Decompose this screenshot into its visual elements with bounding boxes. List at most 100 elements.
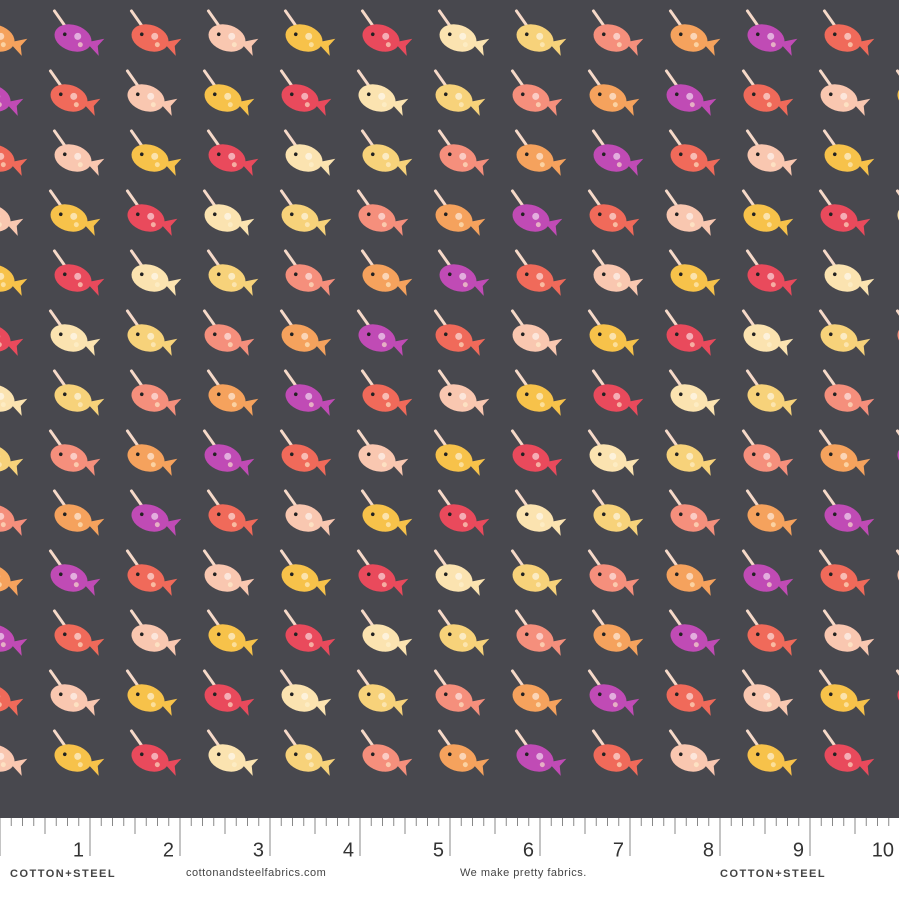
narwhal-horn: [822, 369, 838, 389]
narwhal-spot: [539, 162, 545, 168]
narwhal-spot: [536, 32, 544, 40]
narwhal: [591, 609, 644, 656]
narwhal-eye: [289, 452, 294, 457]
narwhal-eye: [135, 212, 140, 217]
narwhal-eye: [62, 152, 67, 157]
narwhal-spot: [154, 162, 160, 168]
narwhal-horn: [514, 369, 530, 389]
narwhal-spot: [0, 702, 2, 708]
narwhal-eye: [755, 512, 760, 517]
narwhal-eye: [366, 692, 371, 697]
narwhal-eye: [443, 452, 448, 457]
narwhal-horn: [818, 669, 834, 689]
narwhal: [745, 609, 798, 656]
narwhal-spot: [766, 342, 772, 348]
narwhal-eye: [62, 512, 67, 517]
narwhal-horn: [741, 69, 757, 89]
narwhal-spot: [0, 762, 6, 768]
narwhal-spot: [382, 32, 390, 40]
narwhal-spot: [305, 752, 313, 760]
narwhal: [741, 669, 794, 716]
narwhal-spot: [532, 692, 540, 700]
narwhal-eye: [443, 692, 448, 697]
narwhal: [283, 9, 336, 56]
narwhal-spot: [382, 632, 390, 640]
narwhal-spot: [690, 632, 698, 640]
narwhal-spot: [455, 92, 463, 100]
narwhal-eye: [832, 512, 837, 517]
narwhal-spot: [381, 462, 387, 468]
narwhal: [741, 429, 794, 476]
narwhal-horn: [433, 669, 449, 689]
narwhal-spot: [378, 572, 386, 580]
narwhal-eye: [674, 332, 679, 337]
narwhal-eye: [597, 452, 602, 457]
narwhal-eye: [58, 692, 63, 697]
narwhal-eye: [520, 212, 525, 217]
narwhal-horn: [283, 729, 299, 749]
narwhal-eye: [366, 452, 371, 457]
narwhal-eye: [135, 92, 140, 97]
narwhal-spot: [609, 572, 617, 580]
narwhal-eye: [597, 572, 602, 577]
narwhal-spot: [150, 222, 156, 228]
narwhal-spot: [763, 572, 771, 580]
narwhal-spot: [609, 692, 617, 700]
narwhal-eye: [755, 752, 760, 757]
narwhal-eye: [828, 692, 833, 697]
narwhal-eye: [447, 272, 452, 277]
ruler-number: 7: [613, 839, 624, 861]
narwhal-spot: [612, 222, 618, 228]
narwhal-spot: [686, 452, 694, 460]
narwhal: [668, 609, 721, 656]
narwhal-spot: [616, 522, 622, 528]
narwhal: [822, 369, 875, 416]
narwhal-eye: [751, 572, 756, 577]
narwhal-eye: [678, 392, 683, 397]
narwhal-eye: [828, 332, 833, 337]
narwhal-eye: [58, 572, 63, 577]
narwhal-horn: [437, 129, 453, 149]
narwhal-spot: [0, 102, 2, 108]
narwhal-spot: [74, 632, 82, 640]
narwhal-eye: [520, 692, 525, 697]
narwhal-spot: [73, 342, 79, 348]
narwhal-spot: [693, 42, 699, 48]
narwhal-spot: [840, 692, 848, 700]
narwhal-spot: [690, 272, 698, 280]
narwhal: [510, 69, 563, 116]
narwhal-spot: [763, 452, 771, 460]
narwhal-spot: [458, 342, 464, 348]
narwhal-eye: [524, 392, 529, 397]
narwhal: [202, 309, 255, 356]
narwhal-spot: [770, 42, 776, 48]
narwhal-spot: [147, 332, 155, 340]
narwhal-spot: [690, 152, 698, 160]
narwhal-spot: [539, 642, 545, 648]
narwhal-eye: [678, 32, 683, 37]
narwhal-spot: [770, 162, 776, 168]
narwhal: [52, 729, 105, 776]
narwhal: [129, 489, 182, 536]
narwhal-eye: [447, 512, 452, 517]
narwhal-horn: [745, 249, 761, 269]
narwhal-spot: [147, 572, 155, 580]
narwhal-spot: [535, 222, 541, 228]
narwhal-spot: [301, 572, 309, 580]
narwhal-spot: [689, 222, 695, 228]
narwhal-eye: [601, 632, 606, 637]
narwhal-horn: [433, 189, 449, 209]
narwhal-spot: [609, 452, 617, 460]
narwhal-spot: [150, 702, 156, 708]
narwhal-eye: [674, 692, 679, 697]
narwhal-spot: [612, 582, 618, 588]
narwhal-spot: [74, 392, 82, 400]
narwhal: [125, 189, 178, 236]
narwhal: [206, 489, 259, 536]
narwhal: [356, 549, 409, 596]
narwhal-spot: [539, 522, 545, 528]
narwhal: [206, 729, 259, 776]
narwhal-eye: [216, 632, 221, 637]
narwhal: [0, 444, 24, 476]
narwhal-spot: [0, 642, 6, 648]
